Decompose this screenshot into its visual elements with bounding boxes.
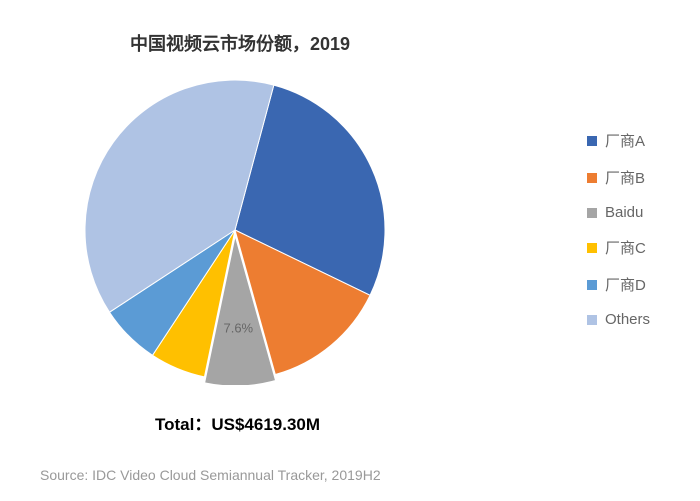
- legend-marker: [587, 136, 597, 146]
- legend-item: 厂商B: [587, 167, 650, 188]
- legend-marker: [587, 208, 597, 218]
- pie-chart: 7.6%: [80, 75, 390, 385]
- legend-label: 厂商A: [605, 130, 645, 151]
- source-label: Source: IDC Video Cloud Semiannual Track…: [40, 467, 381, 483]
- legend-marker: [587, 173, 597, 183]
- legend-item: Others: [587, 311, 650, 328]
- legend-marker: [587, 280, 597, 290]
- legend-marker: [587, 243, 597, 253]
- legend-item: 厂商C: [587, 237, 650, 258]
- legend-label: 厂商B: [605, 167, 645, 188]
- slice-value-label: 7.6%: [223, 320, 253, 335]
- legend-label: Baidu: [605, 204, 643, 221]
- legend-label: 厂商D: [605, 274, 646, 295]
- chart-container: 中国视频云市场份额，2019 7.6% 厂商A 厂商B Baidu 厂商C 厂商D Oth…: [0, 0, 700, 501]
- chart-title: 中国视频云市场份额，2019: [130, 30, 350, 56]
- legend: 厂商A 厂商B Baidu 厂商C 厂商D Others: [587, 130, 650, 328]
- legend-label: Others: [605, 311, 650, 328]
- legend-item: Baidu: [587, 204, 650, 221]
- legend-marker: [587, 315, 597, 325]
- legend-item: 厂商A: [587, 130, 650, 151]
- legend-label: 厂商C: [605, 237, 646, 258]
- legend-item: 厂商D: [587, 274, 650, 295]
- total-label: Total：US$4619.30M: [155, 410, 320, 435]
